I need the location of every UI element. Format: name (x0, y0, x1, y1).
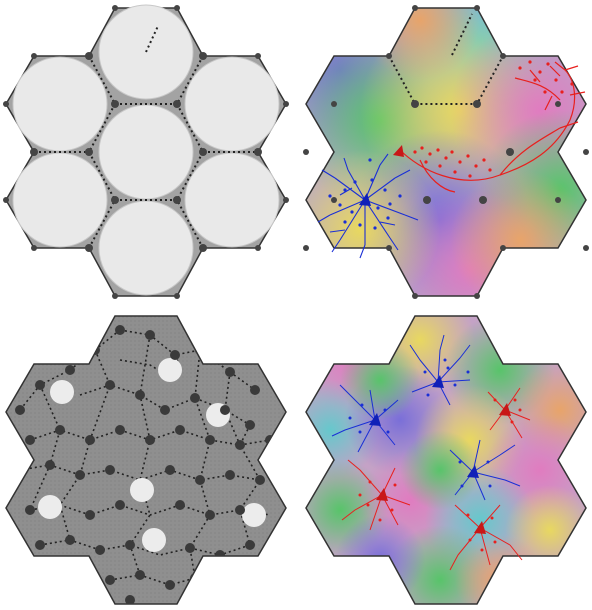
tr-vertex-dots (303, 5, 589, 299)
bl-discs (38, 358, 266, 552)
br-blue-boutons (348, 358, 492, 488)
blue-boutons (328, 158, 402, 230)
vertex-dots (3, 5, 289, 299)
top-hex-boundary (388, 13, 504, 105)
panel-top-right-color-map (303, 5, 589, 299)
red-boutons (413, 60, 574, 178)
red-neuron (399, 61, 586, 193)
panel-bottom-left-dense-grid (5, 315, 287, 605)
br-red-somas (376, 403, 511, 534)
panel-bottom-right-color-map (305, 315, 587, 605)
cell-discs (12, 4, 280, 296)
red-neuron-soma (393, 145, 404, 157)
br-red-boutons (358, 398, 522, 552)
bl-nodes (15, 325, 275, 604)
br-blue-somas (369, 375, 479, 478)
blue-neuron-soma (359, 193, 371, 206)
blue-neuron (317, 153, 419, 259)
br-blue-neurons (331, 334, 521, 501)
panel-top-left-hex-cells (3, 4, 289, 299)
